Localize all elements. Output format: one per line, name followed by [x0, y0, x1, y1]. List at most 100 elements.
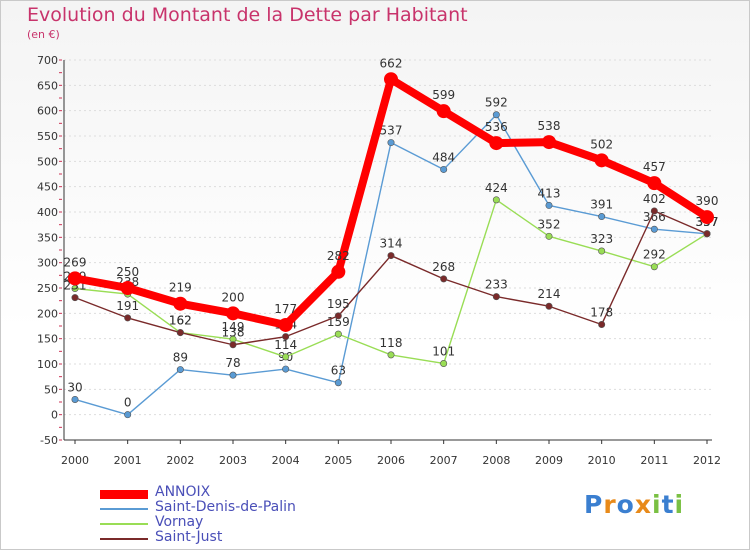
x-tick-label: 2012 — [693, 454, 721, 467]
x-tick-label: 2001 — [114, 454, 142, 467]
x-tick-label: 2004 — [272, 454, 300, 467]
data-point — [545, 302, 553, 310]
series-line — [74, 114, 708, 416]
data-label: 536 — [485, 120, 508, 134]
data-point — [278, 317, 293, 332]
data-label: 413 — [538, 186, 561, 200]
data-point — [436, 104, 451, 119]
x-tick-label: 2005 — [324, 454, 352, 467]
data-label: 402 — [643, 192, 666, 206]
data-point — [650, 263, 658, 271]
y-tick-label: 150 — [37, 333, 58, 346]
data-label: 162 — [169, 314, 192, 328]
data-point — [492, 111, 500, 119]
data-point — [440, 359, 448, 367]
y-tick-label: 200 — [37, 307, 58, 320]
data-point — [387, 252, 395, 260]
legend-item-saint-just: Saint-Just — [100, 529, 400, 546]
y-tick-label: 400 — [37, 206, 58, 219]
data-point — [282, 365, 290, 373]
data-point — [542, 135, 556, 150]
data-label: 484 — [432, 150, 455, 164]
chart-legend: ANNOIX Saint-Denis-de-Palin Vornay Saint… — [100, 484, 400, 546]
data-label: 538 — [538, 119, 561, 133]
data-point — [282, 333, 290, 341]
data-label: 233 — [485, 278, 508, 292]
data-point — [440, 165, 448, 173]
data-label: 118 — [380, 336, 403, 350]
data-label: 391 — [590, 198, 613, 212]
data-label: 424 — [485, 181, 508, 195]
data-point — [492, 293, 500, 301]
y-tick-label: 50 — [44, 383, 58, 396]
data-label: 0 — [124, 396, 132, 410]
y-tick-label: 650 — [37, 79, 58, 92]
x-tick-label: 2000 — [61, 454, 89, 467]
legend-label-vornay: Vornay — [155, 514, 204, 530]
data-label: 162 — [169, 314, 192, 328]
data-point — [334, 379, 342, 387]
data-point — [384, 72, 398, 87]
data-label: 282 — [327, 249, 350, 263]
data-label: 314 — [380, 237, 403, 251]
data-label: 457 — [643, 160, 666, 174]
data-point — [650, 207, 658, 215]
legend-swatch-saint-just — [100, 538, 148, 540]
data-point — [650, 225, 658, 233]
logo-letter: i — [674, 490, 685, 519]
data-label: 177 — [274, 302, 297, 316]
y-tick-label: 250 — [37, 282, 58, 295]
y-tick-label: 300 — [37, 257, 58, 270]
data-label: 30 — [67, 380, 82, 394]
logo-letter: t — [661, 490, 675, 519]
x-tick-label: 2009 — [535, 454, 563, 467]
data-point — [331, 264, 346, 279]
data-point — [124, 411, 132, 419]
chart-subtitle: (en €) — [27, 28, 60, 41]
data-point — [282, 353, 290, 361]
data-point — [545, 232, 553, 240]
data-point — [598, 320, 606, 328]
data-point — [124, 314, 132, 322]
data-label: 78 — [225, 356, 240, 370]
data-point — [594, 153, 609, 168]
logo-letter: i — [652, 490, 662, 519]
data-label: 599 — [432, 88, 455, 102]
x-tick-label: 2003 — [219, 454, 247, 467]
data-label: 268 — [432, 260, 455, 274]
y-tick-label: 350 — [37, 231, 58, 244]
data-point — [176, 329, 184, 337]
data-point — [68, 271, 82, 286]
legend-item-vornay: Vornay — [100, 514, 400, 531]
data-point — [492, 196, 500, 204]
data-point — [334, 330, 342, 338]
data-label: 63 — [331, 364, 346, 378]
data-label: 390 — [696, 194, 719, 208]
data-label: 502 — [590, 137, 613, 151]
data-point — [173, 296, 188, 311]
y-tick-label: 450 — [37, 181, 58, 194]
data-point — [387, 351, 395, 359]
data-label: 219 — [169, 281, 192, 295]
data-label: 89 — [173, 351, 188, 365]
logo-letter: r — [603, 490, 617, 519]
data-label: 138 — [222, 326, 245, 340]
data-point — [176, 366, 184, 374]
y-tick-label: 100 — [37, 358, 58, 371]
data-point — [545, 201, 553, 209]
data-point — [71, 294, 79, 302]
data-label: 195 — [327, 297, 350, 311]
data-label: 114 — [274, 338, 297, 352]
data-point — [647, 176, 662, 191]
x-tick-label: 2007 — [430, 454, 458, 467]
data-label: 178 — [590, 305, 613, 319]
data-label: 352 — [538, 217, 561, 231]
data-label: 323 — [590, 232, 613, 246]
y-tick-label: 600 — [37, 105, 58, 118]
legend-swatch-vornay — [100, 523, 148, 525]
logo-letter: o — [616, 490, 635, 519]
data-point — [334, 312, 342, 320]
y-tick-label: 0 — [51, 409, 58, 422]
logo-letter: P — [584, 490, 604, 519]
